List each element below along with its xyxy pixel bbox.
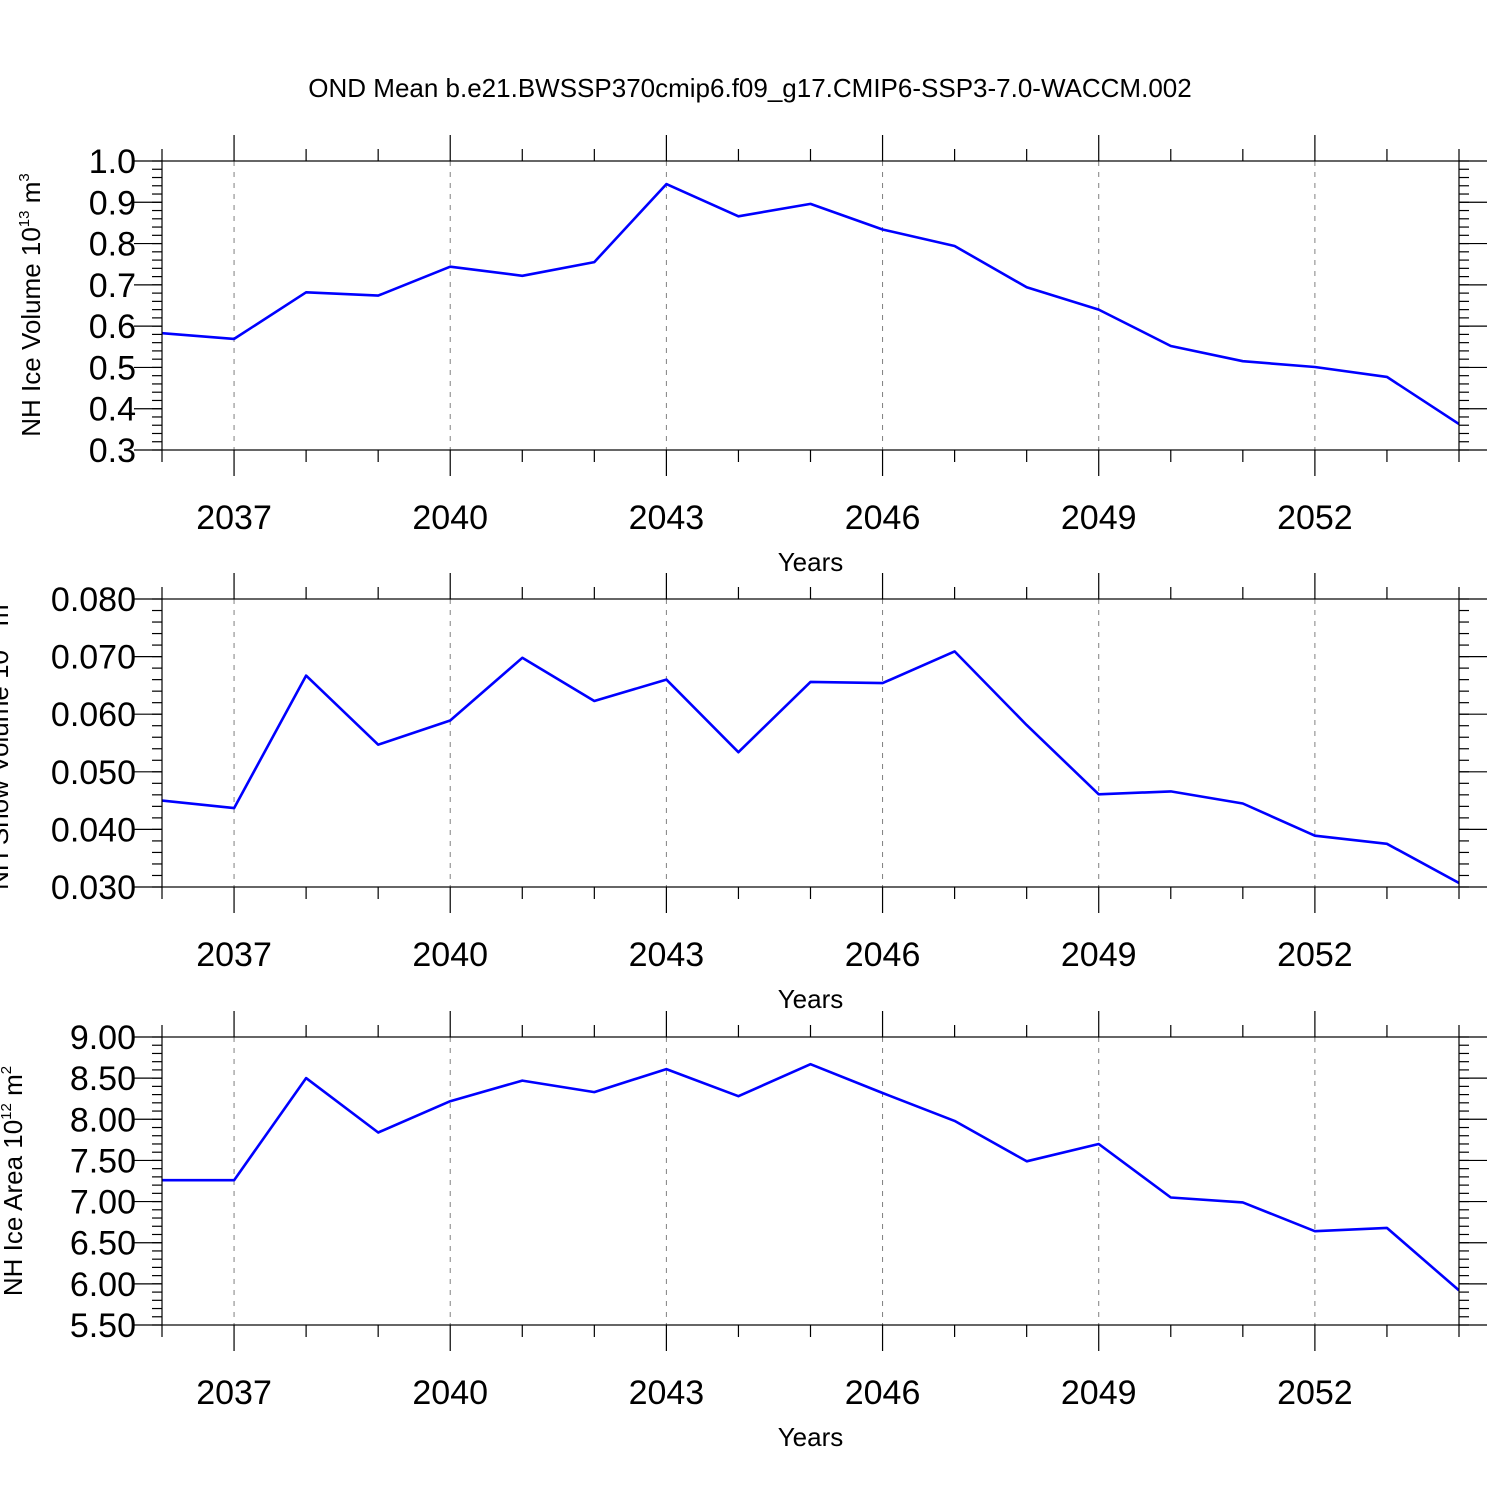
- snow-volume-y-tick-label: 0.050: [51, 754, 136, 792]
- snow-volume-x-tick-label: 2040: [412, 936, 488, 974]
- ice-volume-y-axis-title: NH Ice Volume 1013 m3: [16, 173, 46, 436]
- snow-volume-y-tick-label: 0.030: [51, 869, 136, 907]
- ice-area-x-tick-label: 2040: [412, 1374, 488, 1412]
- ice-area-y-tick-label: 7.50: [70, 1142, 136, 1180]
- ice-area-x-tick-label: 2043: [629, 1374, 705, 1412]
- snow-volume-x-tick-label: 2052: [1277, 936, 1353, 974]
- ice-area-x-tick-label: 2046: [845, 1374, 921, 1412]
- snow-volume-y-axis-title: NH Snow Volume 1013 m3: [0, 596, 14, 890]
- ice-area-x-tick-label: 2052: [1277, 1374, 1353, 1412]
- snow-volume-y-tick-label: 0.070: [51, 639, 136, 677]
- ice-area-x-tick-label: 2049: [1061, 1374, 1137, 1412]
- ice-volume-y-tick-label: 0.6: [89, 308, 136, 346]
- ice-area-y-axis-title: NH Ice Area 1012 m2: [0, 1066, 28, 1296]
- ice-area-y-tick-label: 9.00: [70, 1019, 136, 1057]
- ice-volume-plot-frame: [161, 160, 1460, 451]
- snow-volume-y-tick-label: 0.040: [51, 811, 136, 849]
- ice-area-y-tick-label: 8.50: [70, 1060, 136, 1098]
- ice-volume-x-tick-label: 2037: [196, 499, 272, 537]
- ice-area-y-tick-label: 5.50: [70, 1307, 136, 1345]
- snow-volume-x-tick-label: 2046: [845, 936, 921, 974]
- ice-volume-x-tick-label: 2040: [412, 499, 488, 537]
- snow-volume-panel: 0.030 0.040 0.050 0.060 0.070 0.080 2037 2040 20…: [0, 573, 1487, 1014]
- ice-volume-x-tick-label: 2049: [1061, 499, 1137, 537]
- ice-volume-x-tick-label: 2052: [1277, 499, 1353, 537]
- snow-volume-y-tick-label: 0.080: [51, 581, 136, 619]
- ice-volume-y-tick-label: 1.0: [89, 143, 136, 181]
- ice-volume-y-tick-label: 0.5: [89, 349, 136, 387]
- ice-volume-y-tick-label: 0.9: [89, 184, 136, 222]
- ice-volume-y-tick-label: 0.4: [89, 391, 136, 429]
- snow-volume-x-tick-label: 2049: [1061, 936, 1137, 974]
- ice-area-panel: 5.506.006.507.00 7.508.008.509.00 2037 2040…: [0, 1011, 1487, 1452]
- ice-volume-series-line: [162, 182, 1459, 426]
- ice-volume-y-tick-label: 0.3: [89, 432, 136, 470]
- ice-area-y-tick-label: 7.00: [70, 1184, 136, 1222]
- ice-volume-panel: 0.30.4 0.50.60.70.8 0.91.0 2037 2040 2043 2046…: [16, 135, 1487, 577]
- ice-volume-y-tick-label: 0.8: [89, 226, 136, 264]
- snow-volume-x-axis-title: Years: [778, 984, 844, 1014]
- snow-volume-x-tick-label: 2043: [629, 936, 705, 974]
- snow-volume-x-tick-label: 2037: [196, 936, 272, 974]
- ice-area-series-line: [162, 1062, 1459, 1292]
- snow-volume-plot-frame: [161, 598, 1460, 888]
- ice-area-y-tick-label: 6.50: [70, 1225, 136, 1263]
- ice-volume-y-tick-label: 0.7: [89, 267, 136, 305]
- ice-area-y-tick-label: 8.00: [70, 1101, 136, 1139]
- ice-area-y-tick-label: 6.00: [70, 1266, 136, 1304]
- figure-title: OND Mean b.e21.BWSSP370cmip6.f09_g17.CMI…: [308, 73, 1191, 103]
- ice-area-plot-frame: [161, 1036, 1460, 1326]
- snow-volume-series-line: [162, 650, 1459, 885]
- ice-area-x-tick-label: 2037: [196, 1374, 272, 1412]
- ice-volume-x-axis-title: Years: [778, 547, 844, 577]
- ice-volume-x-tick-label: 2043: [629, 499, 705, 537]
- ice-volume-x-tick-label: 2046: [845, 499, 921, 537]
- snow-volume-y-tick-label: 0.060: [51, 696, 136, 734]
- ice-area-x-axis-title: Years: [778, 1422, 844, 1452]
